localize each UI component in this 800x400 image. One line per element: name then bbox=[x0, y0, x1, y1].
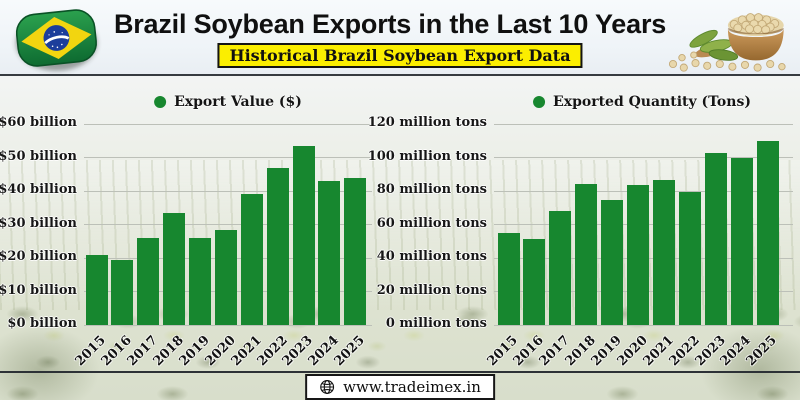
bar bbox=[704, 153, 727, 325]
bar bbox=[266, 167, 289, 325]
y-tick-label: 60 million tons bbox=[376, 215, 487, 231]
y-tick-label: 20 million tons bbox=[376, 282, 487, 298]
bar bbox=[318, 180, 341, 325]
bar bbox=[523, 238, 546, 325]
bar bbox=[652, 180, 675, 325]
y-tick-label: $50 billion bbox=[0, 148, 77, 164]
bar bbox=[214, 229, 237, 325]
y-tick-label: $20 billion bbox=[0, 249, 77, 264]
bar bbox=[549, 211, 572, 325]
brazil-flag-icon bbox=[15, 9, 98, 71]
gridline bbox=[84, 190, 372, 192]
leaf-corner-right bbox=[700, 325, 800, 400]
y-tick-label: $40 billion bbox=[0, 182, 77, 197]
bar-chart-plot: 0 million tons 20 million tons 40 million … bbox=[368, 115, 793, 369]
bar bbox=[497, 232, 520, 325]
y-tick-label: 80 million tons bbox=[376, 182, 487, 197]
gridline bbox=[494, 157, 793, 158]
website-url: www.tradeimex.in bbox=[343, 378, 481, 396]
legend-label: Exported Quantity (Tons) bbox=[553, 94, 751, 110]
bar bbox=[730, 157, 753, 325]
globe-icon bbox=[320, 380, 335, 394]
website-badge: www.tradeimex.in bbox=[305, 374, 495, 400]
y-tick-label: 100 million tons bbox=[367, 148, 487, 164]
bar bbox=[575, 184, 598, 325]
legend: Exported Quantity (Tons) bbox=[533, 94, 751, 110]
legend-dot-icon bbox=[533, 96, 546, 108]
bar bbox=[756, 140, 779, 325]
gridline bbox=[84, 324, 372, 326]
soybean-bowl-icon bbox=[668, 13, 786, 72]
gridline bbox=[84, 123, 372, 125]
subtitle-badge: Historical Brazil Soybean Export Data bbox=[217, 43, 583, 68]
legend-label: Export Value ($) bbox=[174, 94, 302, 110]
y-tick-label: $30 billion bbox=[0, 215, 77, 231]
y-tick-label: 120 million tons bbox=[367, 115, 487, 130]
bar bbox=[678, 191, 701, 325]
bar bbox=[292, 145, 315, 325]
y-tick-label: $0 billion bbox=[7, 316, 77, 331]
leaf-corner-left bbox=[0, 325, 100, 400]
gridline bbox=[494, 324, 793, 326]
page-title: Brazil Soybean Exports in the Last 10 Ye… bbox=[113, 9, 667, 39]
bar bbox=[344, 177, 367, 325]
bar bbox=[627, 185, 649, 325]
bar bbox=[163, 212, 186, 325]
gridline bbox=[494, 123, 793, 125]
bar-chart-plot: $0 billion $10 billion $20 billion $30 bill… bbox=[0, 115, 372, 369]
y-tick-label: $10 billion bbox=[0, 282, 77, 298]
gridline bbox=[84, 157, 372, 158]
gridline bbox=[84, 224, 372, 225]
bar bbox=[240, 194, 263, 325]
y-tick-label: 0 million tons bbox=[385, 316, 487, 331]
legend-dot-icon bbox=[154, 96, 167, 108]
bar bbox=[601, 200, 624, 325]
y-tick-label: 40 million tons bbox=[376, 249, 487, 264]
footer-divider bbox=[0, 371, 800, 373]
header: Brazil Soybean Exports in the Last 10 Ye… bbox=[0, 0, 800, 76]
legend: Export Value ($) bbox=[154, 94, 302, 110]
bar bbox=[137, 237, 160, 325]
bar bbox=[111, 259, 134, 325]
bar bbox=[189, 237, 211, 325]
bar bbox=[85, 254, 108, 325]
y-tick-label: $60 billion bbox=[0, 115, 77, 130]
